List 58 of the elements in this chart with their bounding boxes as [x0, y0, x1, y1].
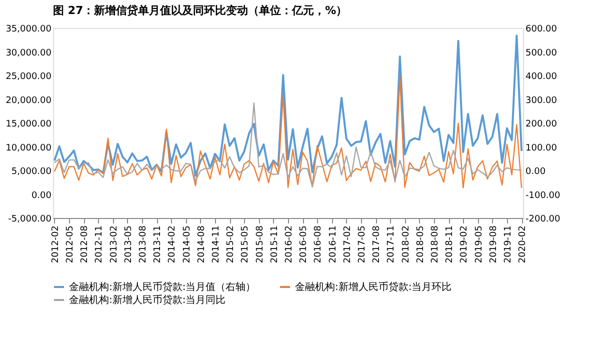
x-tick-label: 2019-05	[474, 226, 484, 264]
x-tick-label: 2016-08	[314, 225, 324, 264]
line-series	[54, 76, 522, 188]
y-tick-label: 20,000.00	[6, 96, 52, 106]
x-tick-label: 2017-11	[386, 226, 397, 264]
x-tick-label: 2019-02	[460, 226, 470, 264]
x-tick-label: 2014-11	[212, 226, 222, 264]
y2-tick-label: 400.00	[526, 72, 558, 82]
x-tick-label: 2018-02	[401, 226, 412, 264]
legend-label: 金融机构:新增人民币贷款:当月环比	[295, 281, 452, 293]
x-tick-label: 2013-05	[124, 226, 134, 264]
y-tick-label: 5,000.00	[11, 167, 52, 177]
x-tick-label: 2018-11	[445, 226, 456, 264]
y2-tick-label: 500.00	[526, 48, 558, 58]
y2-tick-label: 200.00	[526, 120, 558, 130]
line-series	[53, 34, 523, 177]
x-tick-label: 2017-02	[342, 226, 353, 264]
x-tick-label: 2016-02	[284, 226, 294, 264]
x-tick-label: 2013-02	[109, 226, 120, 264]
x-tick-label: 2013-08	[138, 225, 149, 264]
x-tick-label: 2012-05	[66, 226, 76, 264]
y2-tick-label: 300.00	[526, 96, 558, 106]
x-tick-label: 2018-08	[430, 225, 440, 264]
x-tick-label: 2013-11	[153, 226, 164, 264]
x-tick-label: 2019-11	[503, 226, 514, 264]
x-tick-label: 2019-08	[488, 225, 499, 264]
y-tick-label: 10,000.00	[6, 143, 52, 154]
x-tick-label: 2015-02	[226, 226, 236, 264]
x-tick-label: 2014-08	[196, 225, 207, 264]
x-tick-label: 2012-11	[94, 226, 105, 264]
x-tick-label: 2015-11	[270, 226, 280, 264]
y-tick-label: 25,000.00	[6, 72, 52, 82]
line-series	[54, 102, 522, 188]
y2-tick-label: 0.00	[526, 167, 546, 177]
y2-tick-label: -200.00	[526, 214, 561, 224]
x-tick-label: 2016-11	[328, 226, 338, 264]
x-tick-label: 2014-02	[168, 226, 178, 264]
y-tick-label: -5,000.00	[8, 214, 52, 224]
y2-tick-label: 100.00	[526, 143, 558, 154]
y2-tick-label: -100.00	[526, 190, 561, 201]
x-tick-label: 2020-02	[518, 226, 528, 264]
x-tick-label: 2012-02	[50, 226, 61, 264]
x-tick-label: 2012-08	[80, 225, 90, 264]
legend-label: 金融机构:新增人民币贷款:当月值（右轴）	[69, 281, 256, 293]
y-tick-label: 30,000.00	[6, 48, 52, 58]
y-tick-label: 0.00	[31, 190, 52, 201]
x-tick-label: 2017-05	[357, 226, 368, 264]
chart-title: 图 27：新增信贷单月值以及同环比变动（单位：亿元，%）	[53, 4, 348, 17]
x-tick-label: 2015-05	[240, 226, 251, 264]
x-tick-label: 2015-08	[255, 225, 266, 264]
x-tick-label: 2014-05	[182, 226, 192, 264]
y-tick-label: 35,000.00	[6, 24, 52, 34]
x-tick-label: 2016-05	[299, 226, 310, 264]
y-tick-label: 15,000.00	[6, 120, 52, 130]
legend-label: 金融机构:新增人民币贷款:当月同比	[69, 294, 226, 306]
x-tick-label: 2018-05	[416, 226, 426, 264]
x-tick-label: 2017-08	[372, 225, 382, 264]
y2-tick-label: 600.00	[526, 24, 558, 34]
